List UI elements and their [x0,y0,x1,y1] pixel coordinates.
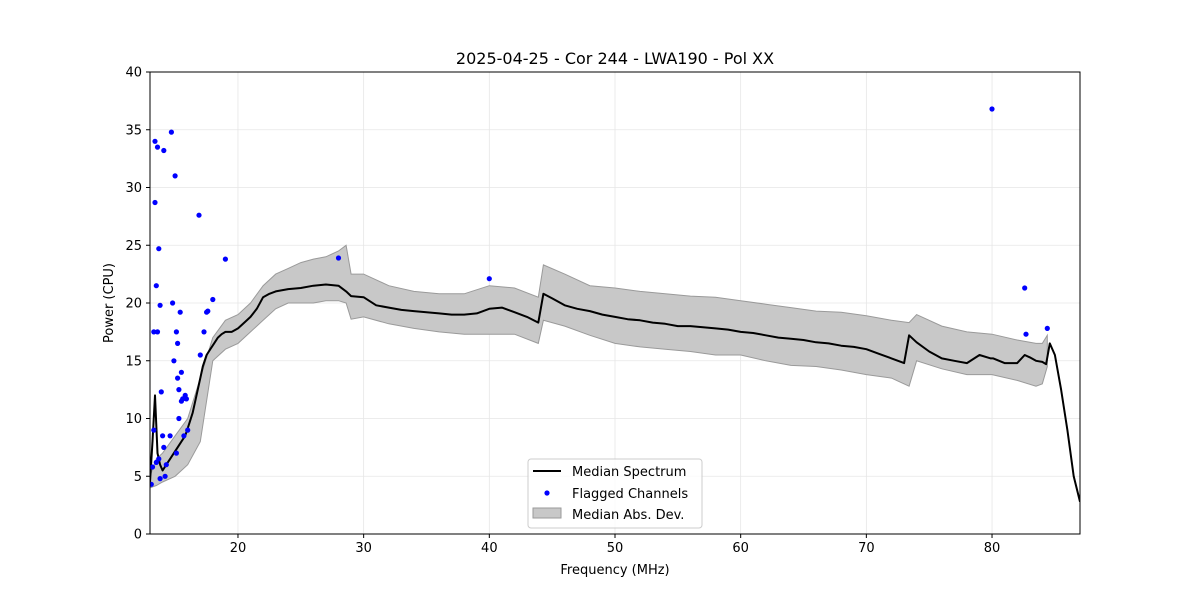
flagged-channel-point [173,450,179,456]
flagged-channel-point [196,212,202,218]
flagged-channel-point [161,444,167,450]
flagged-channel-point [150,481,154,487]
flagged-channel-point [163,462,169,468]
flagged-channel-point [150,464,156,470]
flagged-channel-point [486,276,492,282]
legend-label-mad: Median Abs. Dev. [572,508,684,523]
x-axis-ticks: 20 30 40 50 60 70 80 [230,534,1001,556]
flagged-channel-point [151,427,157,433]
legend-patch-swatch [532,507,562,519]
x-tick-label: 50 [607,541,624,556]
flagged-channel-point [168,129,174,135]
y-tick-label: 0 [134,528,142,543]
mad-band [150,244,1048,489]
y-tick-label: 15 [125,354,142,369]
flagged-channel-point [205,308,211,314]
median-line-layer [150,283,1080,502]
flagged-channel-point [156,246,162,252]
flagged-channel-point [161,147,167,154]
flagged-channel-point [173,329,179,335]
flagged-channel-point [156,456,162,462]
flagged-channel-point [170,300,176,306]
legend-marker-swatch [544,490,550,496]
flagged-channel-point [153,283,159,289]
y-tick-label: 20 [125,297,142,312]
flagged-channel-point [1044,325,1050,331]
flagged-channel-point [335,255,342,261]
y-axis-label: Power (CPU) [102,263,117,343]
x-tick-label: 70 [858,541,875,556]
flagged-channel-point [162,473,168,479]
flagged-channel-point [157,302,163,308]
flagged-channel-point [172,173,178,179]
x-tick-label: 30 [355,541,372,556]
flagged-channel-point [175,375,181,381]
flagged-channel-point [160,433,166,439]
flagged-channel-point [1022,285,1028,291]
flagged-channel-point [177,309,183,315]
flagged-channel-point [167,433,173,439]
flagged-channel-point [178,369,184,375]
flagged-channel-point [210,296,216,303]
flagged-channel-point [152,199,158,206]
mad-band-layer [150,244,1048,489]
flagged-channel-point [197,352,203,358]
flagged-channel-point [171,358,177,364]
y-tick-label: 40 [125,66,142,81]
x-tick-label: 40 [481,541,498,556]
flagged-channel-point [181,433,187,439]
flagged-channel-point [222,256,228,262]
flagged-channel-point [157,476,163,482]
flagged-channel-point [201,329,207,335]
flagged-channel-point [151,329,157,335]
x-tick-label: 80 [984,541,1001,556]
x-tick-label: 60 [732,541,749,556]
flagged-channel-point [176,415,182,422]
x-tick-label: 20 [230,541,247,556]
y-tick-label: 10 [125,412,142,427]
median-spectrum-line [150,283,1080,502]
x-axis-label: Frequency (MHz) [560,563,669,578]
legend-box [527,458,703,529]
y-tick-label: 25 [125,239,142,254]
flagged-channel-point [175,340,181,346]
y-tick-label: 30 [125,181,142,196]
y-axis-ticks: 0 5 10 15 20 25 30 35 40 [125,66,150,543]
flagged-channel-point [989,106,995,112]
flagged-channel-point [1023,331,1029,337]
chart-title: 2025-04-25 - Cor 244 - LWA190 - Pol XX [456,49,774,68]
flagged-channel-point [154,329,161,335]
legend-label-flagged: Flagged Channels [572,487,688,502]
flagged-channel-point [185,427,191,433]
flagged-channel-point [154,144,161,150]
flagged-channel-point [158,389,164,395]
flagged-channel-point [176,387,182,393]
y-tick-label: 5 [134,470,142,485]
y-tick-label: 35 [125,123,142,138]
flagged-channel-point [152,138,158,144]
legend: Median Spectrum Flagged Channels Median … [527,458,703,529]
legend-label-median: Median Spectrum [572,465,686,480]
flagged-channel-point [183,396,189,402]
flagged-points-layer [150,106,1050,487]
